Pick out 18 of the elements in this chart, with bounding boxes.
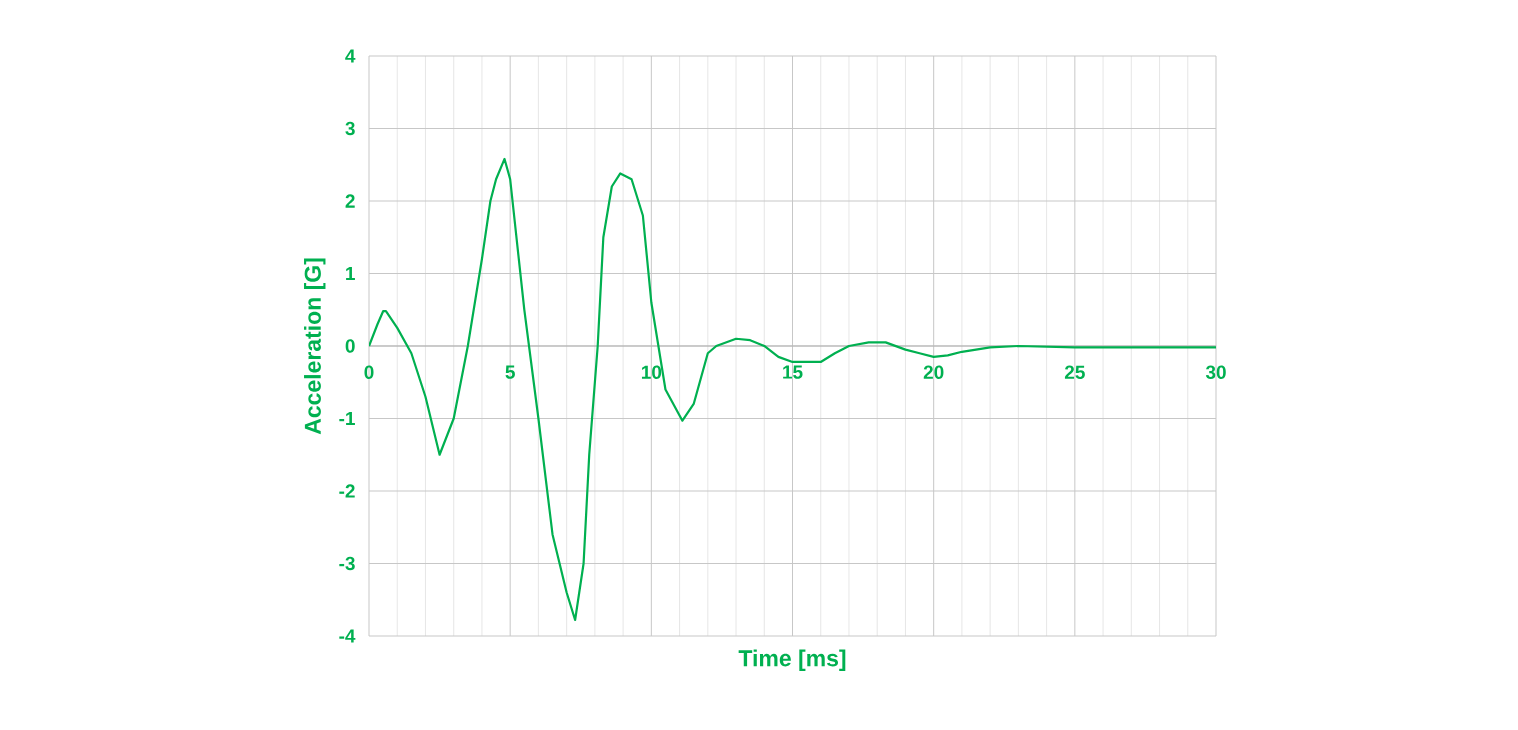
y-tick-label: -4 <box>339 629 356 643</box>
y-tick-label: 1 <box>346 266 355 281</box>
x-axis-title: Time [ms] <box>738 649 846 671</box>
x-tick-label: 10 <box>641 365 662 379</box>
y-tick-label: -1 <box>339 411 355 426</box>
y-tick-label: -3 <box>339 556 355 571</box>
y-tick-label: 2 <box>345 194 355 208</box>
x-tick-label: 30 <box>1205 365 1226 380</box>
x-tick-label: 25 <box>1064 365 1085 379</box>
y-tick-label: 0 <box>345 339 355 353</box>
x-tick-label: 15 <box>783 365 803 379</box>
x-tick-label: 20 <box>923 365 944 379</box>
y-axis-title: Acceleration [G] <box>304 258 326 435</box>
x-tick-label: 0 <box>364 365 374 379</box>
y-tick-label: 3 <box>345 121 355 136</box>
y-tick-label: 4 <box>345 49 356 63</box>
y-tick-label: -2 <box>339 484 355 498</box>
x-tick-label: 5 <box>505 365 515 379</box>
